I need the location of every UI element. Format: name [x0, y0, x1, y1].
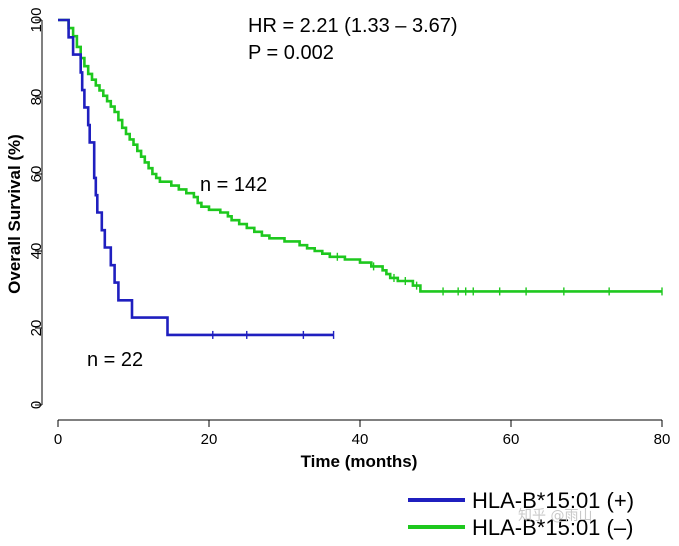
legend-label-plus: HLA-B*15:01 (+) — [472, 488, 634, 513]
y-tick-label: 20 — [28, 320, 45, 337]
x-tick-label: 0 — [54, 431, 62, 448]
y-tick-label: 40 — [28, 243, 45, 260]
x-axis-label: Time (months) — [301, 452, 418, 471]
x-tick-label: 80 — [654, 431, 671, 448]
n-minus-label: n = 142 — [200, 174, 267, 196]
n-plus-label: n = 22 — [87, 349, 143, 371]
y-axis-label: Overall Survival (%) — [5, 134, 24, 294]
legend: HLA-B*15:01 (+) HLA-B*15:01 (–) — [408, 488, 634, 540]
axes: 0 20 40 60 80 0 20 40 60 80 100 — [28, 7, 670, 448]
plot-lines — [58, 18, 663, 339]
hr-annotation: HR = 2.21 (1.33 – 3.67) — [248, 15, 458, 37]
x-tick-label: 20 — [201, 431, 218, 448]
watermark: 知乎 @雨山 — [518, 508, 593, 524]
x-tick-label: 60 — [503, 431, 520, 448]
y-tick-label: 60 — [28, 166, 45, 183]
survival-curve-minus — [58, 18, 662, 293]
y-tick-label: 0 — [28, 401, 45, 409]
y-tick-label: 100 — [28, 7, 45, 32]
p-annotation: P = 0.002 — [248, 42, 334, 64]
survival-curve-plus — [58, 18, 334, 337]
y-tick-label: 80 — [28, 89, 45, 106]
x-tick-label: 40 — [352, 431, 369, 448]
legend-label-minus: HLA-B*15:01 (–) — [472, 515, 633, 540]
